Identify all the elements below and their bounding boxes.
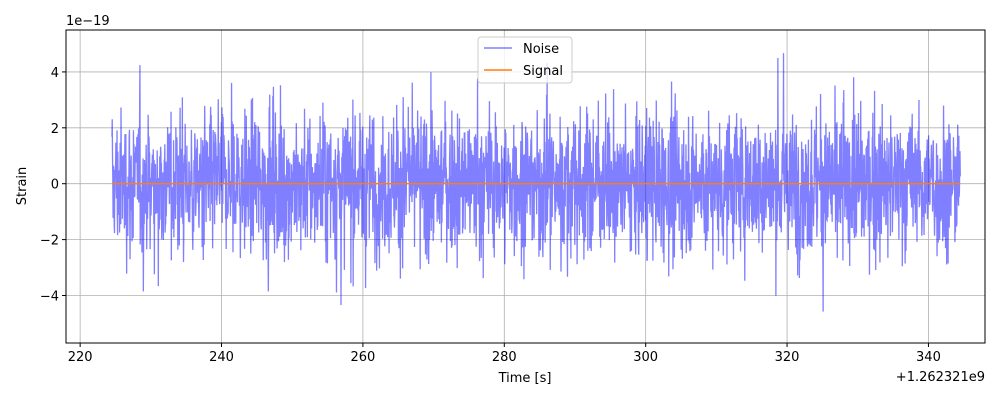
x-tick-label: 340 <box>916 350 941 365</box>
plot-frame <box>65 29 986 344</box>
y-scale-label: 1e−19 <box>66 14 110 29</box>
x-axis-label: Time [s] <box>498 371 552 386</box>
y-axis-label: Strain <box>15 167 30 206</box>
y-tick-label: 4 <box>51 66 59 81</box>
x-tick-label: 300 <box>633 350 658 365</box>
x-tick-label: 240 <box>209 350 234 365</box>
legend-label-noise: Noise <box>523 42 559 57</box>
x-tick-label: 220 <box>68 350 93 365</box>
x-tick-label: 280 <box>492 350 517 365</box>
y-tick-label: 2 <box>51 122 59 137</box>
noise-series-line <box>111 53 961 312</box>
data-layer <box>111 53 961 312</box>
y-tick-label: −4 <box>40 289 59 304</box>
legend: Noise Signal <box>477 36 573 84</box>
legend-label-signal: Signal <box>523 64 563 79</box>
x-tick-label: 260 <box>350 350 375 365</box>
y-tick-label: −2 <box>40 234 59 249</box>
x-tick-label: 320 <box>775 350 800 365</box>
x-offset-label: +1.262321e9 <box>896 370 985 385</box>
axis-ticks: 220 240 260 280 300 320 340 −4 −2 0 2 4 <box>40 66 941 365</box>
y-tick-label: 0 <box>51 178 59 193</box>
